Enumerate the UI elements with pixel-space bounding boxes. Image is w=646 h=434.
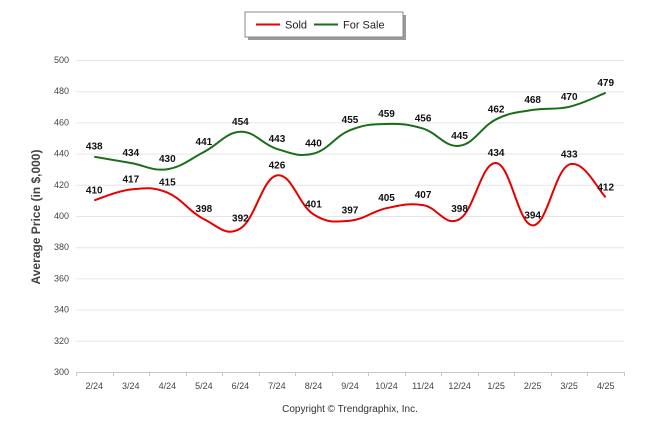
y-tick-label-300: 300 — [54, 367, 69, 377]
x-tick-label-4-25: 4/25 — [597, 381, 615, 391]
data-label-sold-11: 434 — [488, 148, 505, 159]
data-label-for-sale-2: 430 — [159, 154, 176, 165]
data-label-sold-10: 398 — [451, 204, 468, 215]
data-label-for-sale-1: 434 — [122, 148, 139, 159]
x-tick-label-9-24: 9/24 — [341, 381, 359, 391]
data-label-sold-1: 417 — [122, 174, 139, 185]
y-tick-label-320: 320 — [54, 336, 69, 346]
series-line-for-sale — [94, 91, 607, 171]
y-tick-label-440: 440 — [54, 149, 69, 159]
x-tick-label-8-24: 8/24 — [305, 381, 323, 391]
x-tick-label-12-24: 12/24 — [448, 381, 471, 391]
data-label-for-sale-8: 459 — [378, 109, 395, 120]
y-tick-label-400: 400 — [54, 211, 69, 221]
data-label-sold-12: 394 — [524, 210, 541, 221]
data-label-sold-13: 433 — [561, 150, 578, 161]
data-label-for-sale-10: 445 — [451, 131, 468, 142]
data-label-for-sale-7: 455 — [342, 115, 359, 126]
data-label-for-sale-0: 438 — [86, 142, 103, 153]
data-label-for-sale-13: 470 — [561, 92, 578, 103]
x-tick-label-2-24: 2/24 — [86, 381, 104, 391]
data-label-sold-0: 410 — [86, 185, 103, 196]
data-label-for-sale-14: 479 — [597, 78, 614, 89]
data-label-sold-9: 407 — [415, 190, 432, 201]
y-tick-label-380: 380 — [54, 242, 69, 252]
y-tick-label-480: 480 — [54, 86, 69, 96]
x-tick-label-1-25: 1/25 — [487, 381, 505, 391]
data-label-sold-8: 405 — [378, 193, 395, 204]
data-label-for-sale-4: 454 — [232, 117, 249, 128]
series-line-sold — [93, 161, 607, 233]
y-tick-label-340: 340 — [54, 305, 69, 315]
legend-label-sold: Sold — [285, 20, 307, 32]
legend-label-for-sale: For Sale — [343, 20, 385, 32]
x-tick-label-10-24: 10/24 — [375, 381, 398, 391]
data-label-for-sale-12: 468 — [524, 95, 541, 106]
legend: Sold For Sale — [244, 11, 406, 40]
data-label-sold-7: 397 — [342, 206, 359, 217]
y-tick-label-460: 460 — [54, 117, 69, 127]
data-label-sold-2: 415 — [159, 178, 176, 189]
x-tick-label-6-24: 6/24 — [232, 381, 250, 391]
plot-area: 300 320 340 360 380 400 420 440 460 480 500 2/24 3/2… — [54, 55, 625, 391]
x-tick-label-5-24: 5/24 — [195, 381, 213, 391]
data-label-sold-6: 401 — [305, 199, 322, 210]
x-tick-label-11-24: 11/24 — [412, 381, 434, 391]
data-label-for-sale-3: 441 — [196, 137, 213, 148]
data-label-sold-4: 392 — [232, 213, 249, 224]
data-label-for-sale-9: 456 — [415, 114, 432, 125]
data-label-for-sale-6: 440 — [305, 139, 322, 150]
y-axis-label: Average Price (in $,000) — [29, 150, 43, 285]
copyright-footer: Copyright © Trendgraphix, Inc. — [282, 404, 418, 415]
x-tick-label-7-24: 7/24 — [268, 381, 286, 391]
data-label-sold-14: 412 — [597, 182, 614, 193]
data-label-sold-5: 426 — [269, 160, 286, 171]
x-tick-label-3-25: 3/25 — [560, 381, 578, 391]
data-label-sold-3: 398 — [196, 204, 213, 215]
x-tick-label-2-25: 2/25 — [524, 381, 542, 391]
data-label-for-sale-5: 443 — [269, 134, 286, 145]
data-label-for-sale-11: 462 — [488, 104, 505, 115]
y-tick-label-420: 420 — [54, 180, 69, 190]
y-tick-label-500: 500 — [54, 55, 69, 65]
x-tick-label-3-24: 3/24 — [122, 381, 140, 391]
y-tick-label-360: 360 — [54, 273, 69, 283]
x-tick-label-4-24: 4/24 — [159, 381, 177, 391]
